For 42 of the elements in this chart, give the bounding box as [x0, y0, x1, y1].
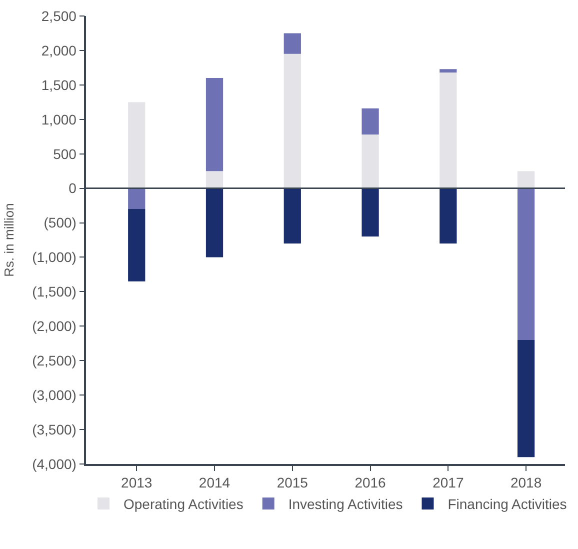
y-tick-label: 1,500 — [41, 76, 77, 93]
bar — [284, 33, 301, 54]
bar — [362, 134, 379, 188]
bar — [284, 188, 301, 244]
bar — [517, 340, 535, 458]
bar — [440, 69, 457, 73]
bar — [440, 72, 457, 188]
y-tick-label: (2,500) — [32, 352, 76, 369]
y-tick-label: (1,000) — [32, 249, 76, 266]
bar — [128, 208, 146, 282]
y-tick-label: (1,500) — [32, 284, 76, 300]
y-tick-label: (3,000) — [32, 386, 76, 403]
y-tick-label: (2,000) — [32, 318, 76, 334]
legend-label: Financing Activities — [448, 496, 567, 512]
bar — [517, 171, 535, 188]
y-tick-label: (4,000) — [32, 456, 76, 472]
y-tick-label: 2,500 — [41, 8, 77, 24]
bar — [128, 188, 146, 209]
y-tick-label: 2,000 — [41, 42, 77, 58]
y-tick-label: 1,000 — [41, 111, 77, 128]
x-tick-label: 2016 — [354, 474, 386, 491]
bar — [128, 102, 146, 188]
y-tick-label: (500) — [44, 214, 76, 231]
x-tick-label: 2013 — [121, 474, 152, 491]
x-tick-label: 2014 — [198, 474, 230, 491]
bar — [206, 171, 224, 188]
y-tick-label: 0 — [68, 180, 77, 196]
bar — [440, 188, 457, 244]
bar — [206, 78, 224, 172]
x-tick-label: 2018 — [510, 474, 542, 491]
y-axis-title: Rs. in million — [2, 203, 17, 277]
y-tick-label: (3,500) — [32, 421, 76, 438]
bar — [284, 54, 301, 188]
bar — [362, 188, 379, 237]
legend-label: Operating Activities — [124, 496, 244, 512]
x-tick-label: 2015 — [276, 474, 308, 491]
bar — [517, 188, 535, 340]
bar — [362, 108, 379, 135]
bar — [206, 188, 224, 258]
x-tick-label: 2017 — [432, 474, 464, 491]
legend-label: Investing Activities — [288, 496, 403, 512]
y-tick-label: 500 — [53, 146, 77, 162]
